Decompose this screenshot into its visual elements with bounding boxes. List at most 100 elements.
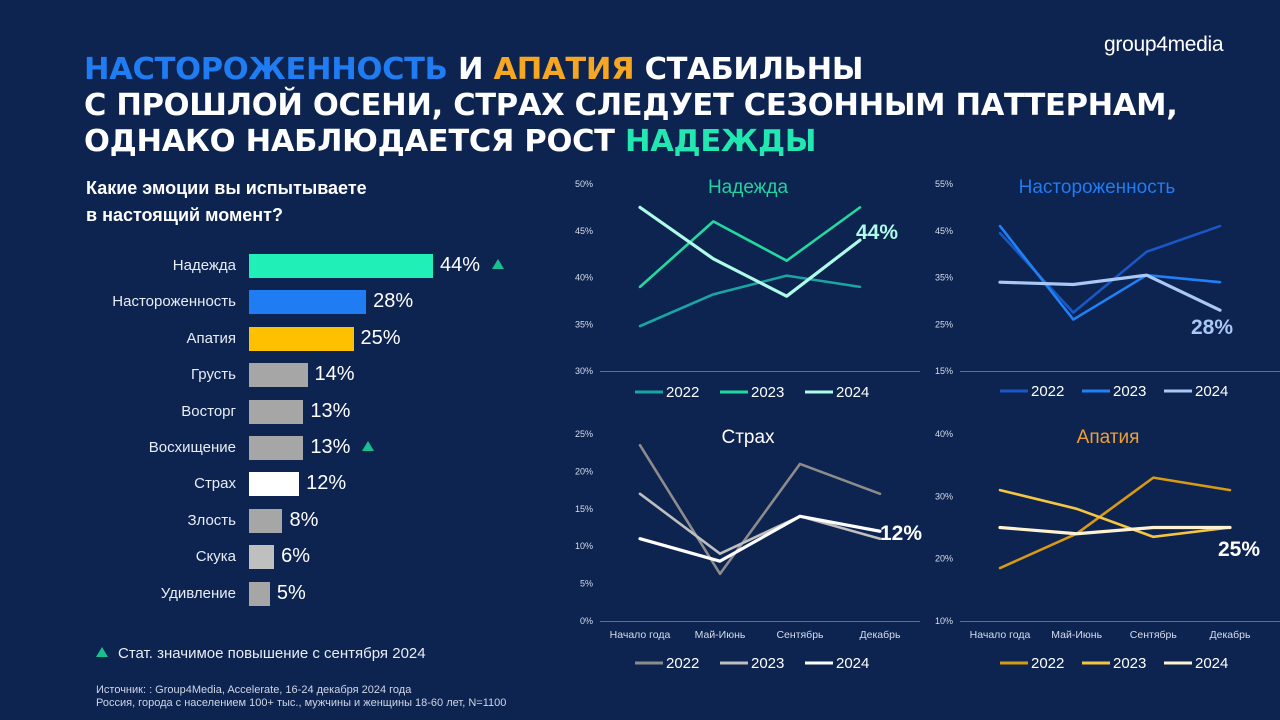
legend-label: 2023 (751, 384, 784, 401)
bar-row: Удивление 5% (0, 581, 560, 608)
question-line-1: Какие эмоции вы испытываете (86, 178, 367, 198)
panel-title: Настороженность (1019, 177, 1176, 198)
headline-line-2: С ПРОШЛОЙ ОСЕНИ, СТРАХ СЛЕДУЕТ СЕЗОННЫМ … (84, 88, 1178, 124)
bar-label: Грусть (191, 366, 236, 384)
legend-label: 2024 (836, 655, 869, 672)
triangle-up-icon (492, 259, 505, 269)
bar-value: 44% (440, 254, 505, 277)
chart-hope: 30% 35% 40% 45% 50% Надежда 44% 2022 2023 2024 (575, 177, 920, 401)
bar (249, 545, 275, 570)
legend-label: 2023 (1113, 383, 1146, 400)
bar (249, 508, 283, 533)
y-tick-label: 5% (580, 579, 593, 589)
headline: НАСТОРОЖЕННОСТЬ И АПАТИЯ СТАБИЛЬНЫ С ПРОШ… (84, 52, 1178, 160)
bar-value: 5% (277, 582, 306, 605)
x-tick-label: Сентябрь (1130, 629, 1178, 641)
bar-value: 8% (289, 509, 318, 532)
bar-label: Надежда (172, 257, 236, 274)
end-value-label: 12% (880, 522, 922, 545)
y-tick-label: 20% (935, 554, 953, 564)
x-tick-label: Май-Июнь (1051, 629, 1102, 641)
y-tick-label: 15% (935, 366, 953, 376)
series-line-2023 (998, 488, 1232, 539)
bar-value-text: 14% (314, 363, 355, 386)
legend-label: 2024 (1195, 383, 1228, 400)
source-note: Источник: : Group4Media, Accelerate, 16-… (96, 684, 506, 710)
bar-value: 13% (310, 436, 375, 459)
survey-question: Какие эмоции вы испытываете в настоящий … (86, 175, 367, 229)
headline-run: НАДЕЖДЫ (625, 124, 817, 159)
bar-row: Надежда 44% (0, 254, 560, 280)
bar-label: Апатия (186, 329, 236, 347)
y-tick-label: 50% (575, 179, 593, 189)
triangle-up-icon (96, 647, 108, 657)
bar-row: Восхищение 13% (0, 436, 560, 462)
headline-run: НАСТОРОЖЕННОСТЬ (84, 52, 448, 87)
y-tick-label: 55% (935, 179, 953, 189)
bar-label: Скука (195, 548, 236, 566)
bar-row: Восторг 13% (0, 399, 560, 426)
significance-footnote: Стат. значимое повышение с сентября 2024 (96, 645, 426, 662)
series-line-2022 (638, 443, 882, 576)
y-tick-label: 40% (575, 273, 593, 283)
chart-apathy: 10% 20% 30% 40% Начало года Май-Июнь Сентябрь Д… (935, 427, 1280, 672)
headline-line-3: ОДНАКО НАБЛЮДАЕТСЯ РОСТ НАДЕЖДЫ (84, 124, 1178, 160)
bar (249, 472, 300, 497)
y-tick-label: 10% (935, 616, 953, 626)
bar-row: Апатия 25% (0, 326, 560, 353)
legend-label: 2022 (1031, 655, 1064, 672)
y-tick-label: 25% (575, 429, 593, 439)
x-tick-label: Начало года (610, 629, 671, 641)
bar-value-text: 13% (310, 399, 351, 422)
headline-run: СТАБИЛЬНЫ (634, 52, 864, 87)
bar-row: Страх 12% (0, 472, 560, 498)
bar-value-text: 8% (289, 508, 319, 531)
y-tick-label: 30% (935, 491, 953, 501)
legend-label: 2022 (1031, 383, 1064, 400)
end-value-label: 28% (1191, 316, 1233, 339)
bar-label: Страх (194, 475, 236, 493)
bar (249, 581, 270, 606)
bar-value: 12% (306, 472, 346, 495)
legend-label: 2023 (751, 655, 784, 672)
bar-label: Злость (187, 511, 236, 529)
bar-label: Удивление (160, 584, 236, 602)
y-tick-label: 40% (935, 429, 953, 439)
y-tick-label: 45% (935, 226, 953, 236)
end-value-label: 25% (1218, 538, 1260, 561)
headline-run: И (447, 52, 494, 87)
headline-run: АПАТИЯ (493, 52, 635, 87)
bar (249, 399, 304, 424)
bar-label: Восторг (181, 402, 236, 420)
bar (249, 436, 304, 460)
y-tick-label: 25% (935, 319, 953, 329)
series-line-2024 (638, 514, 882, 563)
headline-line-1: НАСТОРОЖЕННОСТЬ И АПАТИЯ СТАБИЛЬНЫ (84, 52, 1178, 88)
source-line-2: Россия, города с населением 100+ тыс., м… (96, 697, 507, 709)
series-line-2023 (638, 206, 862, 289)
bar (249, 290, 367, 315)
series-line-2024 (998, 273, 1222, 312)
x-tick-label: Декабрь (860, 629, 901, 641)
y-tick-label: 20% (575, 466, 593, 476)
bar-row: Злость 8% (0, 508, 560, 535)
y-tick-label: 10% (575, 541, 593, 551)
bar-value-text: 12% (306, 472, 347, 495)
series-line-2022 (998, 476, 1232, 570)
legend-label: 2022 (666, 384, 699, 401)
series-line-2023 (638, 492, 882, 555)
triangle-up-icon (362, 441, 375, 451)
bar-value-text: 44% (440, 254, 481, 276)
end-value-label: 44% (856, 221, 898, 244)
series-line-2024 (638, 205, 862, 298)
x-tick-label: Май-Июнь (695, 629, 746, 641)
bar-row: Грусть 14% (0, 363, 560, 389)
panel-title: Надежда (708, 177, 789, 198)
legend-label: 2024 (1195, 655, 1228, 672)
x-tick-label: Сентябрь (776, 629, 824, 641)
panel-title: Страх (721, 427, 775, 448)
bar-value-text: 25% (360, 326, 401, 349)
emotions-bar-chart: Надежда 44% Настороженность 28% Апатия 25% Гру… (0, 254, 560, 624)
bar-value-text: 5% (276, 581, 306, 604)
y-tick-label: 30% (575, 366, 593, 376)
